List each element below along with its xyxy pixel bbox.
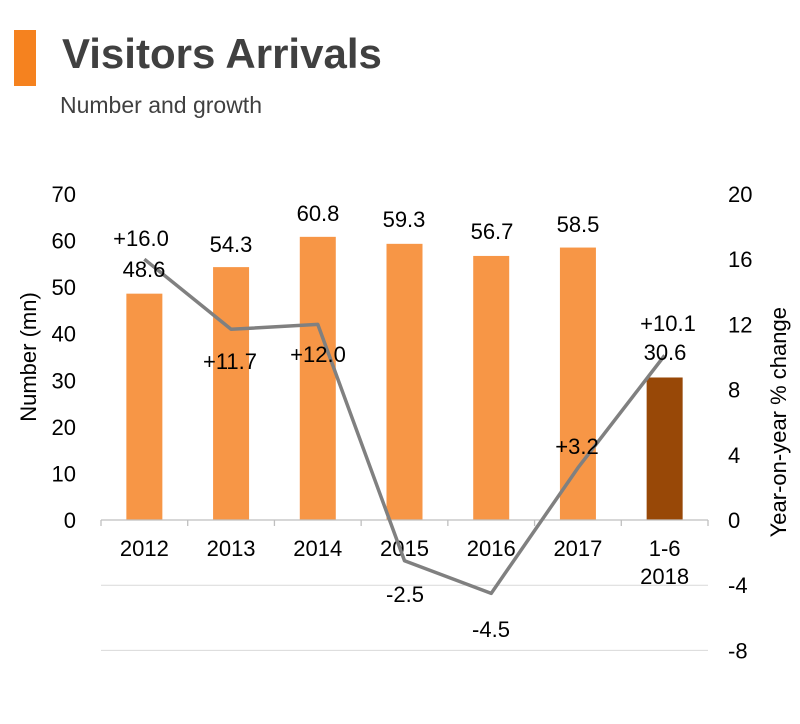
line-value-label: +11.7 (203, 349, 257, 374)
x-tick-label: 2012 (120, 536, 169, 561)
y2-tick-label: -4 (728, 573, 748, 598)
y2-tick-label: 0 (728, 508, 740, 533)
bar-value-label: 60.8 (297, 201, 340, 226)
bar-value-label: 54.3 (210, 232, 253, 257)
y2-tick-label: 16 (728, 247, 752, 272)
y2-tick-label: 12 (728, 312, 752, 337)
y-tick-label: 0 (64, 508, 76, 533)
y2-tick-label: 20 (728, 182, 752, 207)
bar-value-label: 30.6 (644, 340, 687, 365)
title-accent-bar (14, 30, 36, 86)
line-value-label: +16.0 (113, 226, 169, 251)
x-tick-label: 2018 (640, 564, 689, 589)
y-tick-label: 40 (52, 322, 76, 347)
growth-line (143, 257, 667, 596)
line-value-label: +12.0 (290, 342, 346, 367)
line-value-label: +3.2 (555, 434, 598, 459)
x-tick-label: 2017 (553, 536, 602, 561)
x-tick-label: 2013 (207, 536, 256, 561)
y2-tick-label: 8 (728, 378, 740, 403)
bar (473, 255, 510, 520)
y2-tick-label: 4 (728, 443, 740, 468)
y-tick-label: 30 (52, 368, 76, 393)
y-tick-label: 50 (52, 275, 76, 300)
bar-value-label: 58.5 (557, 212, 600, 237)
y-axis-title: Number (mn) (16, 292, 41, 422)
bar-value-label: 48.6 (123, 257, 166, 282)
x-tick-label: 2014 (293, 536, 342, 561)
x-tick-label: 1-6 (649, 536, 681, 561)
y-tick-label: 20 (52, 415, 76, 440)
x-tick-label: 2016 (467, 536, 516, 561)
chart-title: Visitors Arrivals (62, 30, 382, 77)
bar (213, 267, 250, 520)
line-value-label: -4.5 (472, 617, 510, 642)
bar-value-label: 56.7 (471, 219, 514, 244)
y-tick-label: 70 (52, 182, 76, 207)
bar (386, 243, 423, 520)
y-tick-label: 10 (52, 461, 76, 486)
bar (559, 247, 596, 521)
chart-subtitle: Number and growth (60, 92, 262, 118)
bar (646, 377, 683, 520)
y-tick-label: 60 (52, 229, 76, 254)
bar (126, 293, 163, 520)
line-value-label: -2.5 (386, 582, 424, 607)
y2-tick-label: -8 (728, 638, 748, 663)
y2-axis-title: Year-on-year % change (766, 307, 791, 537)
bar (299, 236, 336, 521)
line-value-label: +10.1 (640, 311, 696, 336)
bar-value-label: 59.3 (383, 207, 426, 232)
